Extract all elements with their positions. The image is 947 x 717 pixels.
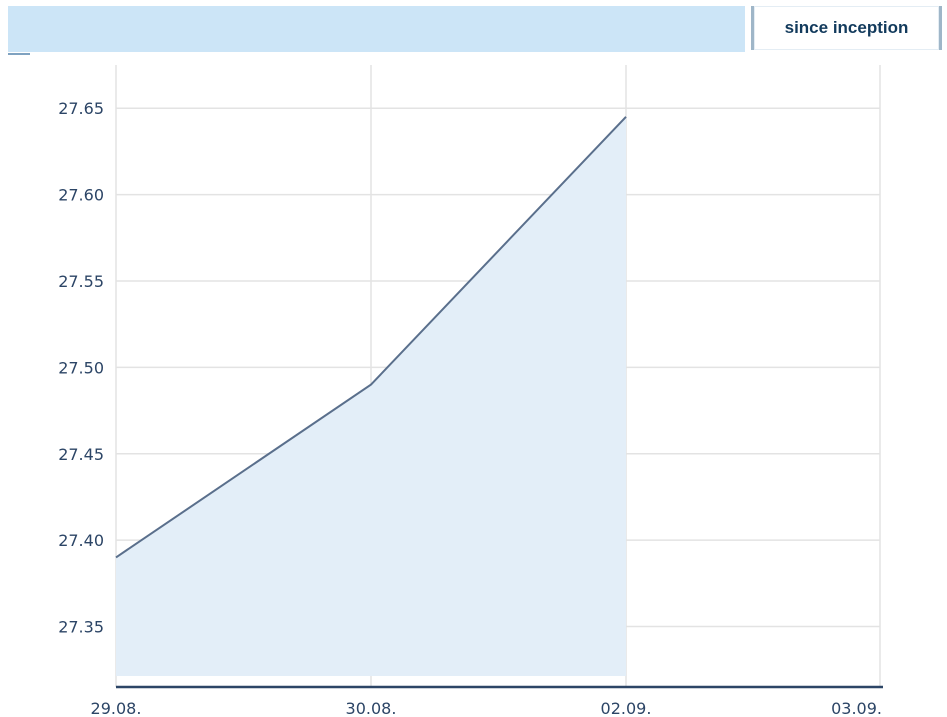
x-tick-label: 30.08. (346, 699, 397, 717)
y-tick-label: 27.35 (58, 618, 104, 637)
y-tick-label: 27.60 (58, 186, 104, 205)
x-tick-label: 29.08. (91, 699, 142, 717)
y-tick-label: 27.65 (58, 99, 104, 118)
y-tick-label: 27.55 (58, 272, 104, 291)
tab-strip-background (8, 6, 745, 52)
y-axis-ticks: 27.35 27.40 27.45 27.50 27.55 27.60 27.65 (58, 99, 104, 636)
tab-since-inception-label: since inception (784, 18, 909, 37)
x-tick-label: 03.09. (831, 699, 882, 717)
x-tick-label: 02.09. (601, 699, 652, 717)
tab-since-inception[interactable]: since inception (751, 6, 942, 50)
y-tick-label: 27.50 (58, 358, 104, 377)
tab-strip-edge (8, 53, 30, 55)
area-layer (115, 116, 627, 677)
y-tick-label: 27.45 (58, 445, 104, 464)
y-tick-label: 27.40 (58, 531, 104, 550)
period-tab-bar: since inception (8, 6, 944, 55)
series-area-fill (116, 116, 626, 677)
x-axis-ticks: 29.08. 30.08. 02.09. 03.09. (91, 699, 882, 717)
